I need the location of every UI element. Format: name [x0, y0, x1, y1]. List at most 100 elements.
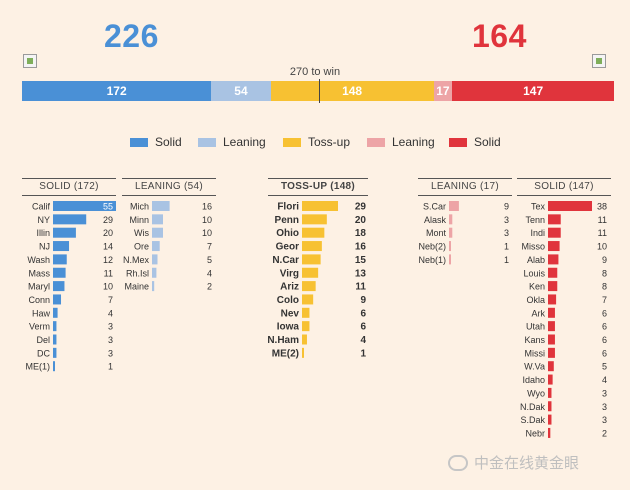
state-bar-solid_rep	[548, 347, 555, 358]
legend-item-solid-rep: Solid	[449, 135, 501, 149]
win-threshold-marker	[319, 79, 321, 103]
column-title-leaning-rep: LEANING (17)	[418, 178, 512, 196]
state-value: 7	[108, 295, 113, 305]
state-bar-lean_dem	[152, 254, 158, 265]
state-value: 10	[597, 242, 607, 252]
state-label: Alab	[527, 255, 545, 265]
summary-segment: 172	[22, 81, 212, 101]
state-value: 3	[108, 348, 113, 358]
state-bar-solid_dem	[53, 214, 87, 225]
dem-total-votes: 226	[104, 18, 159, 54]
state-value: 7	[207, 242, 212, 252]
chat-bubble-icon	[448, 454, 468, 471]
state-value: 12	[103, 255, 113, 265]
state-label: Ariz	[280, 282, 299, 293]
state-bar-tossup	[302, 307, 310, 318]
state-value: 11	[355, 282, 366, 293]
state-bar-solid_rep	[548, 201, 592, 211]
state-label: Geor	[276, 242, 299, 253]
state-label: Ore	[134, 242, 149, 252]
state-bar-solid_rep	[548, 214, 561, 225]
state-label: Okla	[526, 295, 545, 305]
state-value: 6	[602, 322, 607, 332]
state-label: Haw	[32, 308, 51, 318]
state-value: 9	[504, 202, 509, 212]
state-label: Neb(2)	[418, 242, 446, 252]
state-label: W.Va	[524, 362, 545, 372]
summary-segment: 148	[270, 81, 434, 101]
state-label: Missi	[525, 348, 546, 358]
state-bar-lean_rep	[449, 241, 451, 252]
state-label: NJ	[39, 242, 50, 252]
legend-item-leaning-dem: Leaning	[198, 135, 266, 149]
watermark-text: 中金在线黄金眼	[474, 455, 580, 472]
broken-image-icon	[23, 54, 37, 68]
state-bar-solid_rep	[548, 374, 553, 385]
column-title-leaning-dem: LEANING (54)	[122, 178, 216, 196]
state-value: 20	[355, 215, 367, 226]
state-bar-solid_dem	[53, 307, 58, 318]
state-value: 6	[360, 322, 366, 333]
legend-item-leaning-rep: Leaning	[367, 135, 435, 149]
legend-swatch	[130, 137, 148, 147]
state-label: Maine	[124, 282, 149, 292]
state-label: N.Ham	[267, 335, 299, 346]
state-label: Colo	[277, 295, 299, 306]
state-label: Nebr	[525, 428, 545, 438]
state-bar-tossup	[302, 294, 314, 305]
state-value: 6	[602, 335, 607, 345]
state-label: Wis	[134, 228, 149, 238]
state-value: 3	[108, 322, 113, 332]
state-bar-tossup	[302, 254, 321, 265]
legend-label: Solid	[474, 135, 501, 149]
state-bar-tossup	[302, 227, 325, 238]
state-bar-lean_rep	[449, 201, 459, 211]
state-label: Ohio	[276, 228, 299, 239]
legend-swatch	[198, 137, 216, 147]
legend-label: Solid	[155, 135, 182, 149]
summary-segment: 54	[211, 81, 271, 101]
state-bar-tossup	[302, 321, 310, 332]
state-bar-tossup	[302, 281, 316, 292]
state-value: 55	[103, 202, 113, 212]
state-value: 3	[504, 228, 509, 238]
state-value: 4	[602, 375, 607, 385]
state-label: Alask	[424, 215, 447, 225]
legend-label: Toss-up	[308, 135, 351, 149]
state-label: Nev	[281, 308, 300, 319]
state-bar-lean_rep	[449, 214, 453, 225]
state-label: Wyo	[527, 388, 545, 398]
state-label: Verm	[29, 322, 50, 332]
state-label: N.Dak	[520, 402, 546, 412]
state-label: Tenn	[525, 215, 545, 225]
state-bar-solid_dem	[53, 267, 66, 278]
state-label: Ark	[532, 308, 546, 318]
state-label: Louis	[523, 268, 545, 278]
state-label: Indi	[530, 228, 545, 238]
column-title-solid-rep: SOLID (147)	[517, 178, 611, 196]
state-bar-lean_dem	[152, 201, 170, 211]
state-value: 6	[360, 308, 366, 319]
state-value: 3	[602, 415, 607, 425]
state-value: 11	[598, 215, 607, 225]
state-bar-solid_dem	[53, 347, 57, 358]
state-value: 8	[602, 268, 607, 278]
state-label: NY	[37, 215, 50, 225]
state-value: 3	[108, 335, 113, 345]
state-bar-solid_rep	[548, 321, 555, 332]
column-title-solid-dem: SOLID (172)	[22, 178, 116, 196]
state-label: Utah	[526, 322, 545, 332]
state-bar-tossup	[302, 267, 319, 278]
state-label: ME(2)	[272, 348, 299, 359]
state-label: Minn	[129, 215, 149, 225]
state-value: 2	[602, 428, 607, 438]
state-bar-lean_rep	[449, 254, 451, 265]
state-bar-solid_dem	[53, 361, 55, 372]
state-label: Tex	[531, 202, 546, 212]
state-value: 18	[355, 228, 367, 239]
state-label: Iowa	[277, 322, 300, 333]
state-value: 11	[598, 228, 607, 238]
legend-label: Leaning	[392, 135, 435, 149]
state-bar-solid_rep	[548, 401, 552, 412]
